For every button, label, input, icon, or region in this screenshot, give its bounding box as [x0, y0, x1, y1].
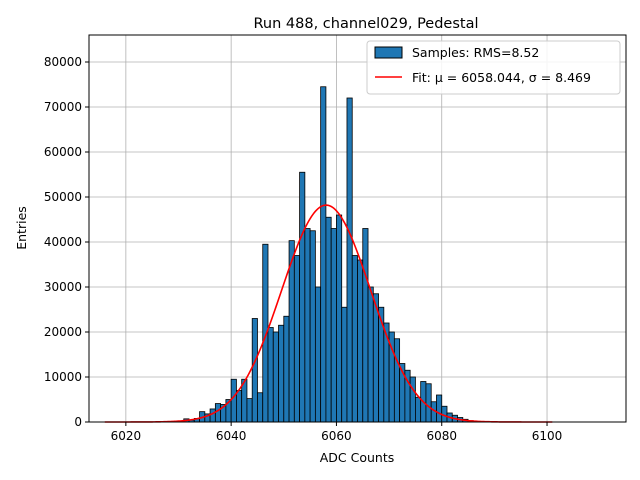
histogram-bar [251, 318, 258, 423]
histogram-bar [336, 214, 343, 423]
legend: Samples: RMS=8.52 Fit: μ = 6058.044, σ =… [366, 40, 621, 95]
histogram-bar [346, 97, 353, 423]
histogram-bar [314, 286, 322, 423]
histogram-bar [325, 216, 332, 423]
plot-frame [88, 34, 627, 423]
histogram-bar [209, 408, 216, 423]
y-axis-ticks: 0 10000 20000 30000 40000 50000 60000 70000 8000… [44, 55, 89, 429]
histogram-bar [267, 327, 274, 423]
y-axis-label: Entries [14, 206, 29, 250]
histogram-bar [367, 286, 374, 423]
histogram-bar [272, 331, 279, 423]
histogram-bar [393, 338, 401, 423]
x-tick-label: 6060 [321, 429, 352, 443]
y-tick-label: 40000 [44, 235, 82, 249]
y-tick-label: 10000 [44, 370, 82, 384]
histogram-bar [436, 394, 443, 423]
histogram-bar [309, 230, 316, 423]
y-tick-label: 60000 [44, 145, 82, 159]
histogram-bar [425, 383, 432, 423]
histogram-bar [409, 376, 416, 423]
histogram-bar [214, 403, 222, 423]
y-tick-label: 0 [74, 415, 82, 429]
legend-swatch-samples [374, 46, 403, 59]
histogram-bar [246, 398, 253, 423]
histogram-bar [351, 255, 358, 423]
x-tick-label: 6020 [111, 429, 142, 443]
legend-frame [366, 40, 621, 95]
chart-title: Run 488, channel029, Pedestal [253, 16, 478, 32]
histogram-bar [230, 378, 237, 423]
histogram-bar [320, 86, 327, 423]
y-tick-label: 70000 [44, 100, 82, 114]
histogram-bar [299, 171, 306, 423]
histogram-bar [236, 390, 243, 423]
x-tick-label: 6080 [426, 429, 457, 443]
legend-label-fit: Fit: μ = 6058.044, σ = 8.469 [412, 70, 591, 85]
bars-group [183, 86, 474, 423]
x-tick-label: 6100 [532, 429, 563, 443]
x-axis-label: ADC Counts [320, 450, 395, 465]
legend-label-samples: Samples: RMS=8.52 [412, 45, 539, 60]
histogram-bar [357, 259, 364, 423]
histogram-bar [341, 306, 348, 423]
histogram-bar [362, 228, 369, 423]
x-axis-ticks: 6020 6040 6060 6080 6100 [111, 422, 563, 443]
y-tick-label: 20000 [44, 325, 82, 339]
histogram-bar [304, 228, 311, 423]
histogram-bar [330, 228, 337, 423]
y-tick-label: 80000 [44, 55, 82, 69]
histogram-bar [415, 396, 422, 423]
histogram-bar [257, 392, 264, 423]
histogram-bar [293, 255, 300, 423]
fit-curve [104, 204, 553, 423]
y-tick-label: 30000 [44, 280, 82, 294]
x-tick-label: 6040 [216, 429, 247, 443]
histogram-bar [278, 324, 285, 423]
histogram-bar [283, 315, 290, 423]
y-tick-label: 50000 [44, 190, 82, 204]
